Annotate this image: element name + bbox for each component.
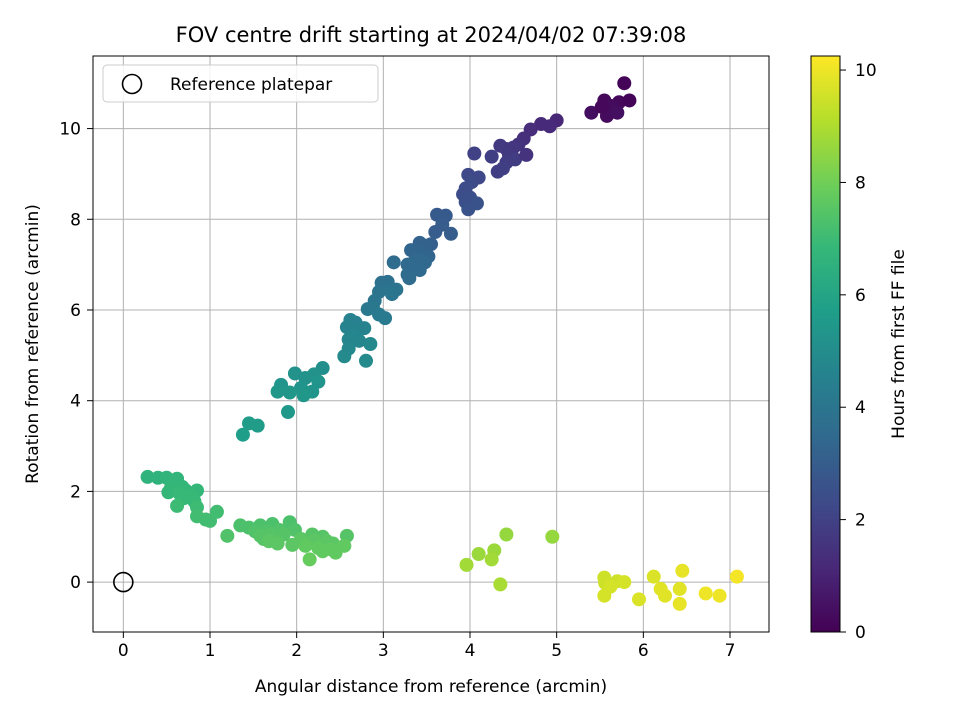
scatter-point bbox=[378, 311, 393, 326]
scatter-point bbox=[443, 226, 458, 241]
scatter-point bbox=[698, 586, 713, 601]
scatter-point bbox=[617, 575, 632, 590]
scatter-point bbox=[328, 545, 343, 560]
scatter-point bbox=[712, 588, 727, 603]
scatter-point bbox=[617, 76, 632, 91]
chart-title: FOV centre drift starting at 2024/04/02 … bbox=[176, 23, 687, 47]
scatter-point bbox=[545, 529, 560, 544]
x-tick-label: 7 bbox=[725, 641, 736, 661]
scatter-point bbox=[646, 569, 661, 584]
y-tick-label: 4 bbox=[70, 392, 81, 412]
x-axis-ticks: 0 1 2 3 4 5 6 7 bbox=[118, 632, 735, 661]
scatter-point bbox=[337, 349, 352, 364]
scatter-point bbox=[140, 469, 155, 484]
scatter-points bbox=[140, 76, 744, 611]
scatter-point bbox=[363, 337, 378, 351]
colorbar-tick-label: 8 bbox=[855, 173, 866, 193]
grid-lines bbox=[93, 56, 769, 632]
scatter-point bbox=[203, 513, 217, 528]
x-tick-label: 0 bbox=[118, 641, 129, 661]
scatter-point bbox=[519, 147, 534, 162]
scatter-point bbox=[270, 384, 285, 399]
legend-marker-icon bbox=[121, 73, 143, 95]
y-axis-ticks: 0 2 4 6 8 10 bbox=[59, 120, 93, 593]
scatter-point bbox=[461, 202, 476, 217]
scatter-point bbox=[281, 405, 295, 420]
scatter-point bbox=[484, 552, 499, 567]
scatter-point bbox=[499, 527, 514, 542]
legend-entry-reference-platepar: Reference platepar bbox=[170, 75, 332, 95]
scatter-point bbox=[632, 592, 646, 607]
scatter-point bbox=[302, 552, 317, 567]
scatter-point bbox=[235, 427, 250, 442]
scatter-point bbox=[170, 498, 185, 513]
x-axis-label: Angular distance from reference (arcmin) bbox=[255, 677, 607, 697]
scatter-point bbox=[402, 271, 417, 286]
y-axis-label: Rotation from reference (arcmin) bbox=[23, 204, 43, 484]
colorbar-tick-label: 6 bbox=[855, 286, 866, 306]
y-tick-label: 8 bbox=[70, 210, 81, 230]
scatter-point bbox=[282, 385, 297, 400]
legend-box bbox=[102, 64, 379, 103]
x-tick-label: 3 bbox=[378, 641, 389, 661]
scatter-point bbox=[385, 287, 399, 302]
scatter-point bbox=[672, 581, 687, 596]
scatter-point bbox=[412, 263, 427, 278]
scatter-point bbox=[296, 388, 311, 403]
colorbar bbox=[810, 55, 841, 633]
y-tick-label: 6 bbox=[70, 301, 81, 321]
x-tick-label: 5 bbox=[551, 641, 562, 661]
plot-area-frame bbox=[92, 55, 770, 633]
scatter-point bbox=[610, 105, 625, 120]
scatter-point bbox=[534, 117, 549, 132]
x-tick-label: 1 bbox=[205, 641, 216, 661]
reference-platepar-marker bbox=[113, 571, 134, 593]
x-tick-label: 4 bbox=[465, 641, 476, 661]
scatter-point bbox=[471, 546, 486, 561]
colorbar-tick-label: 4 bbox=[855, 398, 866, 418]
y-tick-label: 0 bbox=[70, 573, 81, 593]
scatter-point bbox=[584, 105, 599, 120]
x-tick-label: 6 bbox=[638, 641, 649, 661]
scatter-point bbox=[428, 224, 443, 239]
scatter-point bbox=[250, 418, 265, 433]
colorbar-tick-label: 0 bbox=[855, 623, 866, 643]
scatter-point bbox=[484, 149, 499, 164]
scatter-point bbox=[729, 569, 744, 584]
scatter-point bbox=[622, 93, 637, 108]
colorbar-ticks: 0 2 4 6 8 10 bbox=[840, 61, 877, 643]
colorbar-tick-label: 10 bbox=[855, 61, 877, 81]
scatter-point bbox=[352, 333, 367, 348]
scatter-point bbox=[597, 588, 612, 603]
scatter-point bbox=[315, 544, 330, 559]
scatter-point bbox=[270, 536, 285, 551]
scatter-point bbox=[161, 485, 176, 500]
scatter-point bbox=[672, 596, 687, 611]
y-tick-label: 10 bbox=[59, 120, 81, 140]
scatter-point bbox=[675, 563, 690, 578]
scatter-point bbox=[493, 138, 508, 153]
scatter-point bbox=[298, 538, 313, 553]
colorbar-label: Hours from first FF file bbox=[889, 249, 909, 439]
scatter-point bbox=[360, 302, 375, 317]
scatter-point bbox=[467, 146, 482, 161]
legend: Reference platepar bbox=[102, 64, 379, 103]
y-tick-label: 2 bbox=[70, 482, 81, 502]
scatter-point bbox=[459, 557, 474, 572]
scatter-point bbox=[594, 99, 609, 114]
colorbar-tick-label: 2 bbox=[855, 511, 866, 531]
scatter-point bbox=[386, 255, 401, 270]
scatter-point bbox=[285, 537, 300, 552]
scatter-point bbox=[493, 577, 508, 592]
scatter-point bbox=[359, 353, 373, 368]
x-tick-label: 2 bbox=[291, 641, 302, 661]
scatter-point bbox=[220, 528, 235, 543]
scatter-point bbox=[490, 164, 505, 179]
scatter-point bbox=[658, 588, 672, 603]
